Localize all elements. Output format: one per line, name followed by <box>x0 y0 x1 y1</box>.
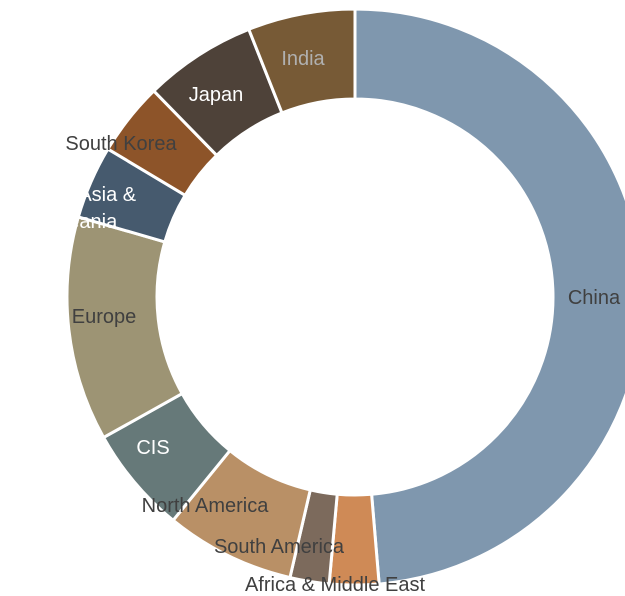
segment-india <box>246 7 357 115</box>
label-other-asia-oceania: Other Asia & Oceania <box>24 184 137 233</box>
label-japan: Japan <box>189 84 244 106</box>
label-north-america: North America <box>142 495 270 517</box>
label-europe: Europe <box>72 306 137 328</box>
label-africa-middle-east: Africa & Middle East <box>245 574 426 596</box>
segment-china <box>353 7 625 586</box>
label-south-korea: South Korea <box>65 133 177 155</box>
donut-segments <box>65 7 625 587</box>
donut-labels: China Africa & Middle East South America No… <box>24 48 621 596</box>
label-india: India <box>281 48 325 70</box>
label-china: China <box>568 287 621 309</box>
label-cis: CIS <box>136 437 169 459</box>
label-south-america: South America <box>214 536 345 558</box>
